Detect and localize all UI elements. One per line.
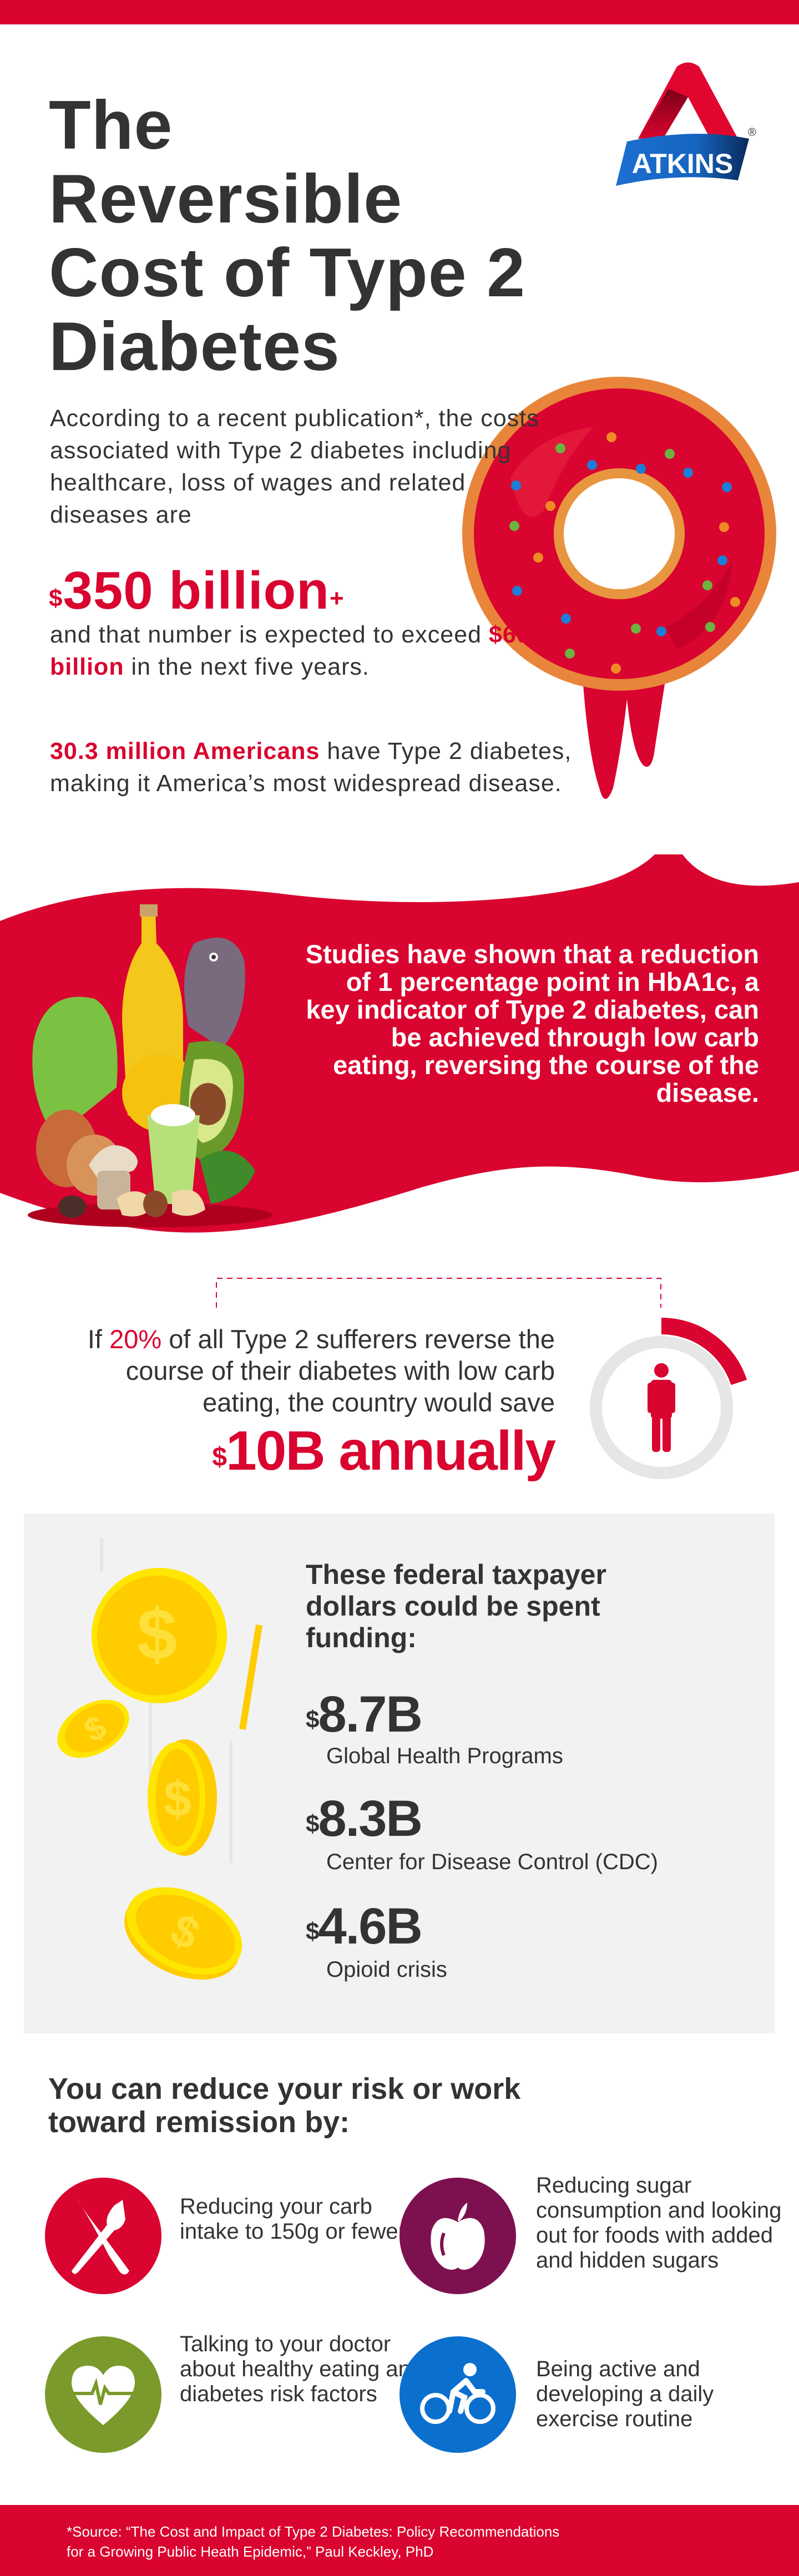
- tip-text: Talking to your doctor about healthy eat…: [180, 2332, 423, 2406]
- text: and that number is expected to exceed: [50, 621, 489, 648]
- page-title: The Reversible Cost of Type 2 Diabetes: [49, 89, 659, 384]
- funding-label: Global Health Programs: [326, 1744, 563, 1768]
- coin: $: [92, 1568, 227, 1703]
- fork-knife-icon: [45, 2178, 161, 2294]
- coin: $: [124, 1887, 242, 1980]
- americans-paragraph: 30.3 million Americans have Type 2 diabe…: [50, 735, 583, 799]
- dollar-sign: $: [306, 1810, 320, 1838]
- text: in the next five years.: [124, 654, 370, 680]
- cost-stat: $350 billion+: [49, 560, 345, 621]
- coins-illustration: $ $ $ $: [57, 1538, 262, 1980]
- source-line: *Source: “The Cost and Impact of Type 2 …: [67, 2523, 560, 2540]
- title-line: Reversible: [49, 161, 403, 237]
- savings-amount: $10B annually: [212, 1420, 556, 1482]
- person-icon: [648, 1363, 675, 1452]
- coin: $: [57, 1699, 129, 1758]
- apple-icon: [400, 2178, 516, 2294]
- plus-sign: +: [329, 585, 345, 612]
- sprinkles: [509, 432, 740, 674]
- amount: 10B annually: [226, 1420, 556, 1482]
- source-line: for a Growing Public Heath Epidemic,” Pa…: [67, 2543, 434, 2560]
- studies-text: Studies have shown that a reduction of 1…: [305, 939, 759, 1107]
- savings-text: If 20% of all Type 2 sufferers reverse t…: [55, 1323, 555, 1418]
- projection-paragraph: and that number is expected to exceed $6…: [50, 619, 549, 683]
- tip-text: Reducing your carb intake to 150g or few…: [180, 2194, 406, 2244]
- footer-bar: [0, 2505, 799, 2576]
- funding-label: Opioid crisis: [326, 1957, 447, 1982]
- text: have Type 2 diabetes, making it America’…: [50, 738, 572, 797]
- funding-amount: $8.3B: [306, 1790, 423, 1847]
- dollar-sign: $: [49, 585, 63, 612]
- federal-heading: These federal taxpayer dollars could be …: [306, 1559, 606, 1653]
- funding-amount: $4.6B: [306, 1898, 423, 1955]
- funding-label: Center for Disease Control (CDC): [326, 1850, 658, 1874]
- cyclist-icon: [400, 2336, 516, 2453]
- heart-pulse-icon: [45, 2336, 161, 2453]
- donut-illustration: [462, 377, 776, 799]
- remission-heading: You can reduce your risk or work toward …: [48, 2072, 521, 2139]
- intro-paragraph: According to a recent publication*, the …: [50, 405, 539, 528]
- svg-text:ATKINS: ATKINS: [632, 148, 733, 179]
- dollar-sign: $: [306, 1918, 320, 1945]
- title-line: Diabetes: [49, 308, 340, 385]
- top-bar: [0, 0, 799, 24]
- cost-value: 350 billion: [63, 561, 330, 620]
- highlight: $600 billion: [50, 621, 544, 680]
- svg-text:®: ®: [748, 126, 756, 139]
- atkins-logo: ATKINS ®: [616, 62, 756, 186]
- amount: 8.3B: [318, 1790, 422, 1847]
- dollar-sign: $: [306, 1706, 320, 1733]
- percent-ring: [590, 1318, 747, 1479]
- amount: 8.7B: [318, 1686, 422, 1743]
- text: If: [87, 1324, 110, 1354]
- tip-text: Reducing sugar consumption and looking o…: [536, 2173, 782, 2273]
- title-line: Cost of Type 2: [49, 235, 526, 311]
- highlight: 30.3 million Americans: [50, 738, 320, 765]
- source-citation: *Source: “The Cost and Impact of Type 2 …: [67, 2522, 677, 2562]
- text: of all Type 2 sufferers reverse the cour…: [125, 1324, 555, 1417]
- title-line: The: [49, 87, 173, 164]
- svg-text:$: $: [137, 1593, 177, 1674]
- svg-text:$: $: [164, 1772, 191, 1827]
- amount: 4.6B: [318, 1898, 422, 1955]
- tip-text: Being active and developing a daily exer…: [536, 2357, 714, 2431]
- dollar-sign: $: [212, 1443, 227, 1472]
- ring-progress-arc: [661, 1318, 747, 1385]
- dashed-connector: [216, 1278, 661, 1308]
- percent-highlight: 20%: [109, 1324, 162, 1354]
- funding-amount: $8.7B: [306, 1686, 423, 1743]
- low-carb-food-illustration: [28, 904, 272, 1227]
- coin: $: [148, 1739, 217, 1856]
